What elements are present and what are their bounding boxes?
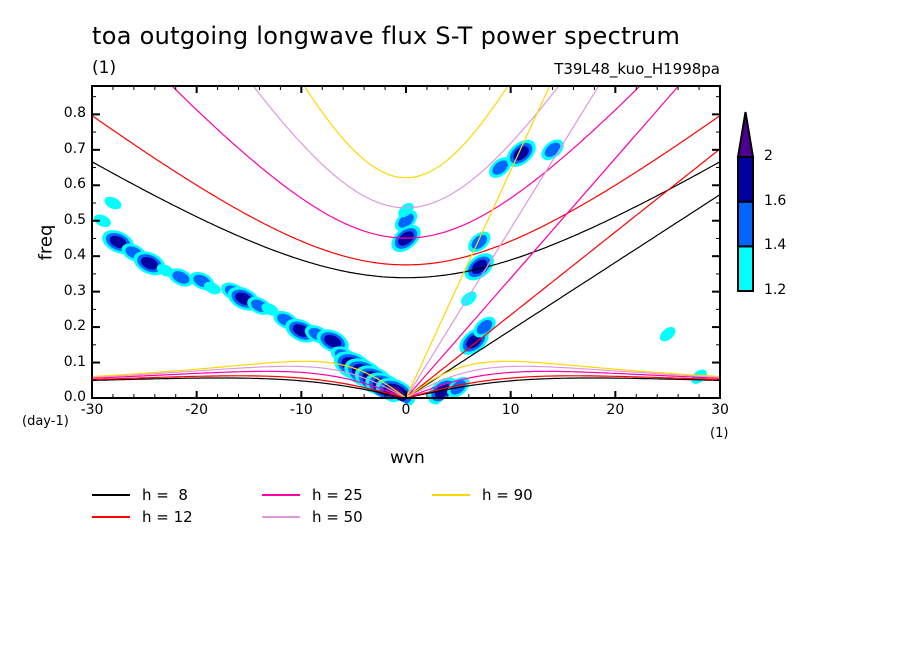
dispersion-rossby-h50 <box>92 365 720 398</box>
legend-label: h = 12 <box>142 508 193 526</box>
contour-blob <box>544 142 561 157</box>
x-tick-label: 20 <box>606 402 625 418</box>
dispersion-eig-h25 <box>171 86 641 239</box>
contour-blob <box>471 234 488 250</box>
contour-blob <box>466 334 482 349</box>
legend-item: h = 90 <box>432 486 533 504</box>
contour-blob <box>398 202 414 218</box>
contour-blob <box>172 271 190 284</box>
legend-swatch <box>92 494 130 496</box>
dispersion-eig-h8 <box>92 161 720 279</box>
x-axis-unit: (1) <box>710 426 729 441</box>
contour-blob <box>461 291 477 306</box>
y-tick-label: 0.6 <box>63 176 86 193</box>
dispersion-rossby-h25 <box>92 370 720 398</box>
colorbar-extend-triangle <box>736 111 755 158</box>
colorbar-tick-label: 1.2 <box>764 282 787 298</box>
dispersion-kelvin-h8 <box>405 194 720 398</box>
dispersion-eig-h50 <box>252 86 560 209</box>
colorbar-tick-label: 2 <box>764 148 773 164</box>
legend-label: h = 8 <box>142 486 188 504</box>
legend-item: h = 25 <box>262 486 363 504</box>
legend-label: h = 50 <box>312 508 363 526</box>
legend-label: h = 25 <box>312 486 363 504</box>
legend-item: h = 8 <box>92 486 188 504</box>
contour-blob <box>109 235 127 249</box>
x-axis-label: wvn <box>390 448 425 468</box>
dispersion-rossby-h12 <box>92 375 720 398</box>
x-tick-label: -20 <box>185 402 209 418</box>
chart-subtitle-experiment: T39L48_kuo_H1998pa <box>554 60 720 78</box>
legend-item: h = 50 <box>262 508 363 526</box>
contour-blob <box>261 303 279 316</box>
y-tick-label: 0.2 <box>63 318 86 335</box>
legend-swatch <box>92 516 130 518</box>
dispersion-eig-h90 <box>303 86 509 179</box>
dispersion-kelvin-h12 <box>405 148 720 398</box>
legend-swatch <box>432 494 470 496</box>
y-tick-label: 0.5 <box>63 211 86 228</box>
legend-swatch <box>262 494 300 496</box>
y-tick-label: 0.3 <box>63 282 86 299</box>
x-tick-label: 30 <box>711 402 729 418</box>
contour-blob <box>93 214 111 227</box>
colorbar-segment <box>737 200 754 248</box>
dispersion-rossby-h8 <box>92 377 720 398</box>
dispersion-eig-h12 <box>92 115 720 266</box>
x-tick-label: -10 <box>289 402 313 418</box>
legend-item: h = 12 <box>92 508 193 526</box>
colorbar-tick-label: 1.4 <box>764 237 787 254</box>
contour-blob <box>203 281 221 295</box>
contour-blob <box>324 335 342 348</box>
y-tick-label: 0.1 <box>63 353 86 370</box>
contour-blob <box>492 160 508 175</box>
dispersion-kelvin-h90 <box>405 86 551 398</box>
dispersion-kelvin-h25 <box>405 86 680 398</box>
legend-swatch <box>262 516 300 518</box>
y-tick-label: 0.7 <box>63 140 86 157</box>
y-tick-label: 0.0 <box>63 389 86 405</box>
y-axis-unit: (day-1) <box>22 414 69 429</box>
x-tick-label: 10 <box>501 402 520 418</box>
y-tick-label: 0.4 <box>63 247 86 264</box>
chart-subtitle-unit: (1) <box>92 58 117 78</box>
y-tick-label: 0.8 <box>63 105 86 122</box>
x-tick-label: 0 <box>401 402 411 418</box>
dispersion-rossby-h90 <box>92 360 720 398</box>
contour-blob <box>104 196 122 210</box>
x-tick-label: -30 <box>80 402 104 418</box>
colorbar-tick-label: 1.6 <box>764 192 787 209</box>
dispersion-kelvin-h50 <box>405 86 600 398</box>
chart-title: toa outgoing longwave flux S-T power spe… <box>92 22 681 50</box>
colorbar-segment <box>737 245 754 292</box>
contour-blob <box>659 327 676 342</box>
contour-blob <box>476 319 493 335</box>
contour-blob <box>471 259 488 274</box>
colorbar-segment <box>737 156 754 203</box>
contour-blob <box>141 257 159 270</box>
legend-label: h = 90 <box>482 486 533 504</box>
